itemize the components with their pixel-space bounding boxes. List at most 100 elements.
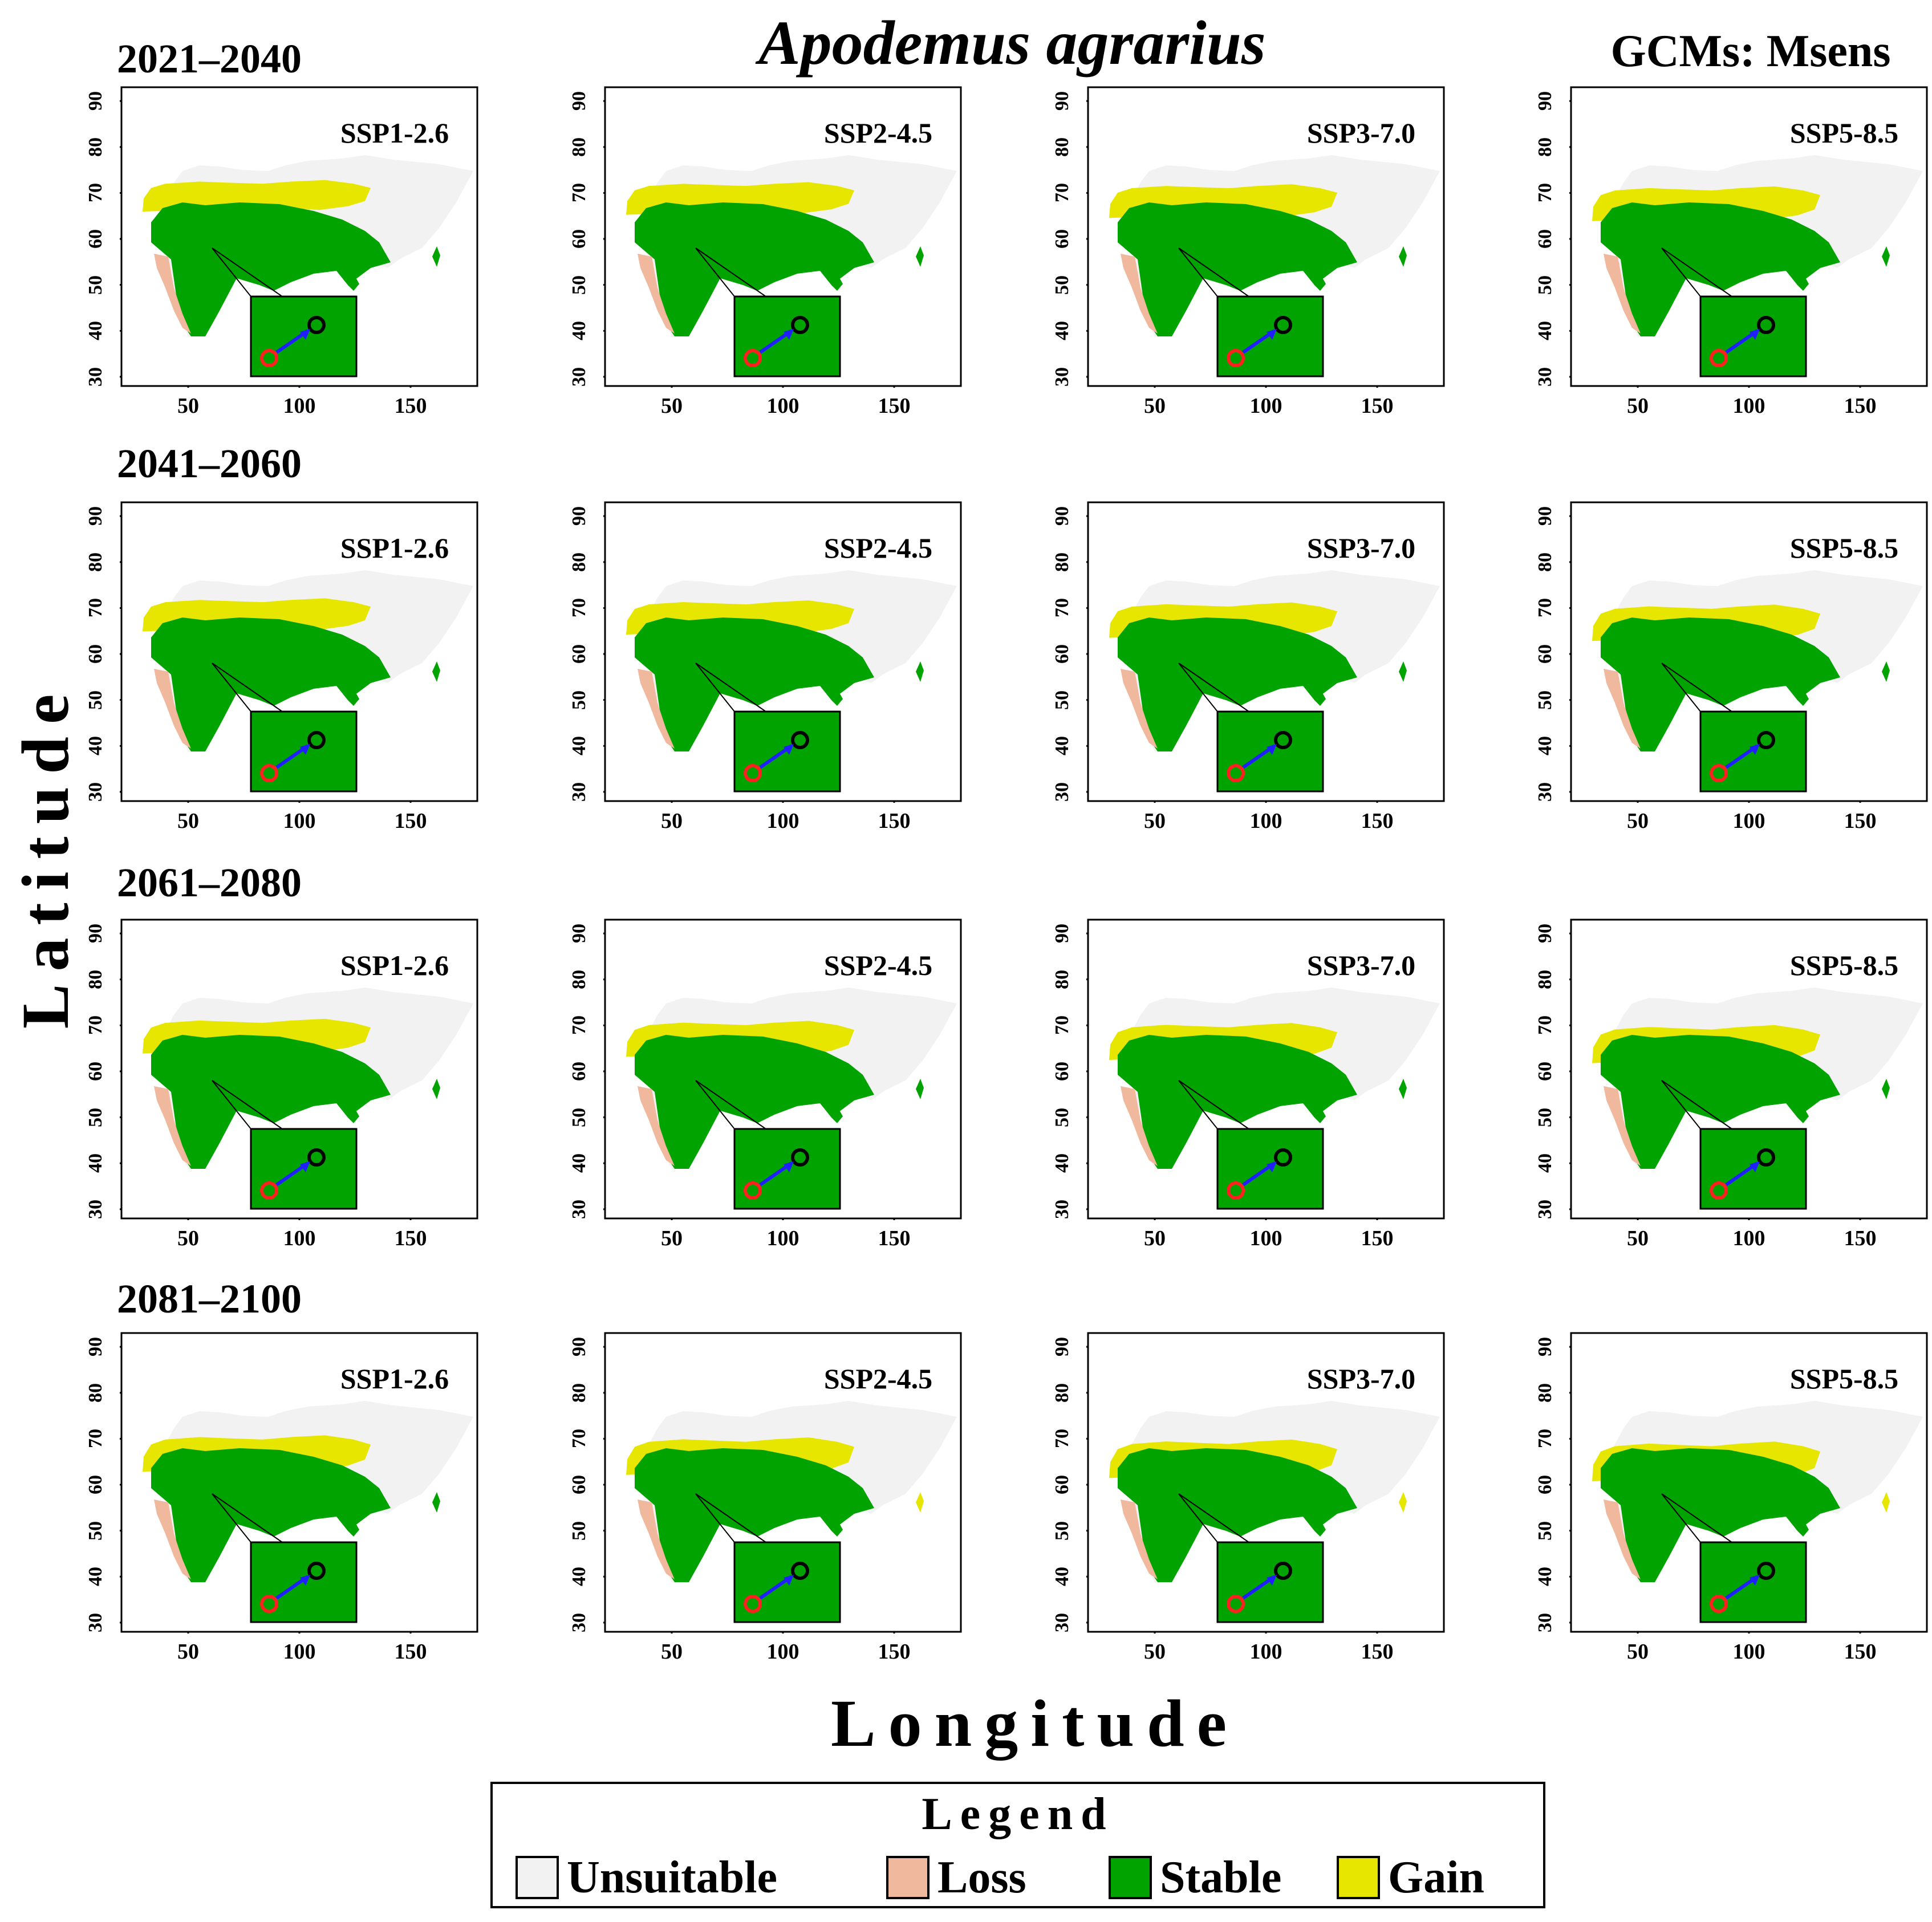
- map-svg: SSP1-2.6: [114, 86, 478, 393]
- period-label: 2021–2040: [117, 36, 302, 82]
- y-tick-label: 90: [85, 1337, 106, 1357]
- map-svg: SSP3-7.0: [1081, 86, 1445, 393]
- y-tick-label: 30: [1535, 1612, 1556, 1632]
- x-tick-label: 100: [1249, 1640, 1282, 1664]
- y-tick-label: 80: [85, 1383, 106, 1403]
- y-tick-label: 60: [85, 1475, 106, 1495]
- current-centroid: [1227, 349, 1245, 367]
- y-tick-label: 60: [1535, 1475, 1556, 1495]
- peninsula-area: [1314, 274, 1326, 291]
- loss-area: [1121, 669, 1158, 749]
- stable-area: [635, 1035, 874, 1169]
- loss-area: [1121, 1086, 1158, 1166]
- y-tick-label: 70: [569, 1015, 590, 1035]
- legend-label: Gain: [1388, 1852, 1484, 1903]
- map-svg: SSP1-2.6: [114, 919, 478, 1226]
- y-tick-label: 70: [85, 183, 106, 203]
- y-tick-label: 50: [1052, 1107, 1073, 1127]
- y-tick-label: 30: [569, 782, 590, 802]
- legend-label: Loss: [937, 1852, 1026, 1903]
- future-centroid: [307, 316, 326, 334]
- x-tick-label: 150: [1361, 1226, 1394, 1250]
- map-panel: SSP1-2.6 50 100 150 30 40 50 60 70 80 90: [85, 86, 479, 417]
- legend-item-unsuitable: Unsuitable: [516, 1851, 777, 1904]
- y-tick-label: 70: [1052, 1429, 1073, 1449]
- map-panel: SSP3-7.0 50 100 150 30 40 50 60 70 80 90: [1052, 86, 1446, 417]
- y-tick-label: 50: [1535, 275, 1556, 295]
- future-centroid: [1757, 1148, 1775, 1167]
- map-panel: SSP1-2.6 50 100 150 30 40 50 60 70 80 90: [85, 1331, 479, 1663]
- gain-area: [143, 180, 371, 212]
- peninsula-area: [1882, 1492, 1890, 1513]
- period-label: 2061–2080: [117, 860, 302, 905]
- period-label: 2041–2060: [117, 441, 302, 486]
- map-panel: SSP5-8.5 50 100 150 30 40 50 60 70 80 90: [1535, 918, 1929, 1250]
- current-centroid: [744, 1181, 762, 1200]
- y-tick-label: 30: [1052, 1199, 1073, 1219]
- y-tick-label: 70: [1535, 1015, 1556, 1035]
- peninsula-area: [1399, 1492, 1407, 1513]
- peninsula-area: [1399, 661, 1407, 682]
- y-tick-label: 40: [85, 1567, 106, 1587]
- current-centroid: [1227, 1181, 1245, 1200]
- y-tick-label: 80: [1052, 137, 1073, 157]
- peninsula-area: [1797, 689, 1809, 706]
- map-svg: SSP2-4.5: [598, 501, 962, 808]
- map-svg: SSP5-8.5: [1564, 1332, 1928, 1639]
- x-tick-label: 50: [177, 1640, 199, 1664]
- map-panel: SSP5-8.5 50 100 150 30 40 50 60 70 80 90: [1535, 501, 1929, 832]
- peninsula-area: [1399, 1079, 1407, 1099]
- x-tick-label: 150: [1361, 809, 1394, 833]
- y-tick-label: 80: [1052, 969, 1073, 989]
- y-tick-label: 80: [85, 137, 106, 157]
- y-tick-label: 40: [85, 321, 106, 341]
- map-svg: SSP2-4.5: [598, 919, 962, 1226]
- y-tick-label: 30: [1052, 782, 1073, 802]
- y-tick-label: 30: [1052, 1612, 1073, 1632]
- y-tick-label: 40: [85, 1153, 106, 1173]
- peninsula-area: [916, 1492, 924, 1513]
- peninsula-area: [348, 689, 359, 706]
- map-panel: SSP2-4.5 50 100 150 30 40 50 60 70 80 90: [569, 86, 963, 417]
- y-tick-label: 90: [1052, 924, 1073, 944]
- y-tick-label: 50: [1535, 1107, 1556, 1127]
- y-tick-label: 70: [1052, 1015, 1073, 1035]
- current-centroid: [1710, 349, 1728, 367]
- map-panel: SSP3-7.0 50 100 150 30 40 50 60 70 80 90: [1052, 1331, 1446, 1663]
- current-centroid: [744, 1595, 762, 1613]
- y-tick-label: 90: [1052, 1337, 1073, 1357]
- x-tick-label: 50: [1627, 1226, 1649, 1250]
- y-tick-label: 40: [1535, 1153, 1556, 1173]
- y-tick-label: 70: [1535, 1429, 1556, 1449]
- current-centroid: [260, 764, 278, 782]
- scenario-label: SSP1-2.6: [340, 949, 449, 981]
- legend-swatch: [1337, 1856, 1380, 1899]
- loss-area: [1604, 1500, 1641, 1579]
- peninsula-area: [1314, 1106, 1326, 1123]
- legend-item-gain: Gain: [1337, 1851, 1484, 1904]
- scenario-label: SSP5-8.5: [1790, 1363, 1898, 1395]
- y-tick-label: 50: [1535, 690, 1556, 710]
- stable-area: [1601, 1035, 1840, 1169]
- map-svg: SSP2-4.5: [598, 1332, 962, 1639]
- legend-swatch: [886, 1856, 930, 1899]
- y-tick-label: 30: [1535, 782, 1556, 802]
- y-tick-label: 90: [569, 91, 590, 111]
- y-tick-label: 60: [569, 1062, 590, 1082]
- stable-area: [635, 1448, 874, 1582]
- y-tick-label: 90: [1535, 91, 1556, 111]
- map-svg: SSP5-8.5: [1564, 86, 1928, 393]
- y-tick-label: 60: [85, 229, 106, 249]
- x-tick-label: 150: [878, 1640, 911, 1664]
- future-centroid: [1274, 316, 1292, 334]
- y-tick-label: 50: [569, 1521, 590, 1541]
- y-tick-label: 60: [1052, 229, 1073, 249]
- y-tick-label: 90: [85, 924, 106, 944]
- loss-area: [1604, 669, 1641, 749]
- peninsula-area: [1797, 274, 1809, 291]
- y-tick-label: 50: [85, 690, 106, 710]
- peninsula-area: [1314, 689, 1326, 706]
- y-tick-label: 60: [85, 1062, 106, 1082]
- future-centroid: [307, 731, 326, 749]
